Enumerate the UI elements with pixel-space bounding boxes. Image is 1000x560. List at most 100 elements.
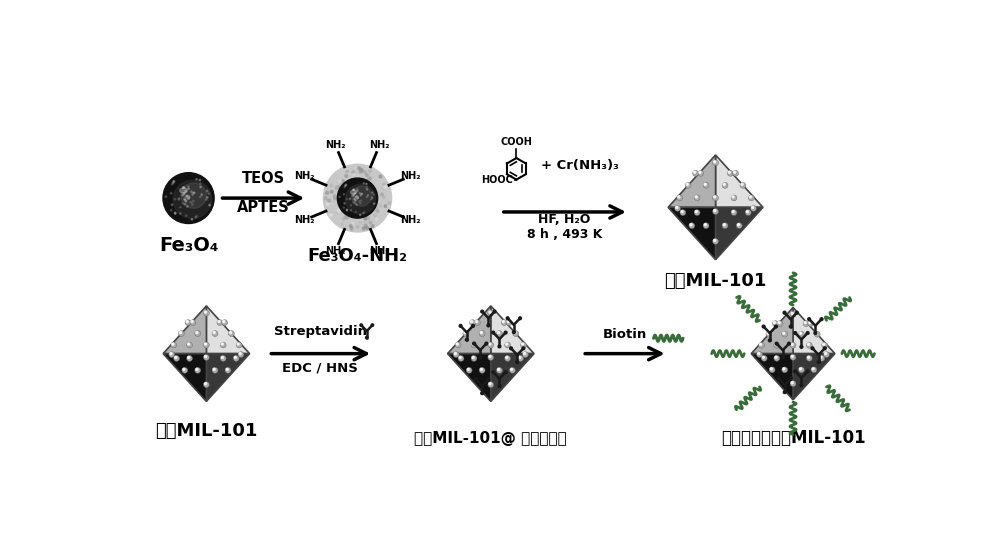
Circle shape [733, 170, 739, 176]
Circle shape [506, 317, 509, 320]
Circle shape [713, 195, 718, 201]
Circle shape [777, 321, 783, 326]
Circle shape [184, 192, 185, 194]
Circle shape [196, 368, 198, 370]
Circle shape [185, 320, 191, 325]
Circle shape [333, 183, 336, 186]
Polygon shape [491, 306, 534, 354]
Circle shape [518, 356, 524, 361]
Circle shape [782, 332, 788, 337]
Text: 磁性MIL-101: 磁性MIL-101 [155, 422, 258, 440]
Circle shape [777, 377, 780, 380]
Circle shape [489, 343, 491, 345]
Circle shape [354, 194, 355, 195]
Circle shape [330, 190, 333, 193]
Circle shape [774, 356, 780, 361]
Circle shape [523, 353, 526, 354]
Circle shape [366, 189, 368, 190]
Circle shape [808, 321, 814, 326]
Circle shape [349, 199, 350, 200]
Circle shape [171, 204, 173, 206]
Circle shape [188, 197, 190, 198]
Circle shape [788, 342, 790, 345]
Circle shape [357, 197, 358, 198]
Circle shape [497, 330, 502, 337]
Circle shape [505, 342, 511, 348]
Circle shape [762, 356, 764, 358]
Circle shape [178, 199, 180, 200]
Circle shape [185, 190, 187, 192]
Circle shape [479, 367, 485, 374]
Polygon shape [751, 307, 793, 354]
Circle shape [807, 343, 809, 346]
Circle shape [357, 198, 358, 199]
Circle shape [360, 203, 361, 204]
Circle shape [369, 221, 372, 224]
Circle shape [794, 332, 797, 334]
Circle shape [208, 193, 210, 194]
Circle shape [694, 209, 700, 216]
Circle shape [809, 321, 811, 324]
Circle shape [366, 337, 368, 339]
Circle shape [182, 367, 188, 374]
Circle shape [472, 324, 474, 327]
Circle shape [479, 356, 482, 359]
Circle shape [811, 347, 814, 349]
Circle shape [361, 169, 363, 172]
Circle shape [492, 371, 495, 374]
Circle shape [185, 197, 187, 198]
Circle shape [727, 170, 733, 176]
Circle shape [783, 391, 786, 394]
Circle shape [379, 204, 382, 207]
Circle shape [221, 343, 223, 345]
Circle shape [188, 198, 189, 199]
Circle shape [356, 204, 357, 206]
Circle shape [217, 320, 223, 325]
Circle shape [369, 170, 371, 172]
Circle shape [820, 356, 822, 358]
Circle shape [346, 217, 348, 219]
Circle shape [191, 218, 193, 220]
Circle shape [472, 343, 474, 345]
Circle shape [203, 342, 209, 348]
Circle shape [790, 311, 796, 318]
Circle shape [357, 190, 358, 192]
Circle shape [332, 202, 334, 205]
Circle shape [192, 204, 193, 205]
Circle shape [501, 320, 507, 325]
Circle shape [760, 343, 762, 346]
Circle shape [343, 207, 344, 208]
Circle shape [790, 342, 796, 348]
Circle shape [522, 343, 524, 345]
Circle shape [188, 188, 189, 189]
Circle shape [180, 207, 181, 208]
Circle shape [185, 199, 186, 201]
Circle shape [800, 346, 803, 348]
Circle shape [357, 197, 358, 198]
Circle shape [522, 352, 528, 357]
Circle shape [353, 174, 355, 176]
Circle shape [192, 200, 194, 202]
Circle shape [222, 320, 228, 325]
Circle shape [768, 339, 771, 342]
Circle shape [703, 183, 709, 188]
Circle shape [791, 312, 793, 314]
Circle shape [698, 170, 704, 176]
Circle shape [207, 197, 208, 198]
Circle shape [201, 194, 202, 195]
Text: 适配体修饰磁性MIL-101: 适配体修饰磁性MIL-101 [721, 430, 865, 447]
Circle shape [481, 310, 484, 313]
Circle shape [200, 196, 201, 198]
Circle shape [775, 343, 777, 346]
Circle shape [798, 367, 804, 373]
Circle shape [362, 227, 364, 230]
Circle shape [220, 356, 226, 361]
Circle shape [356, 196, 358, 197]
Polygon shape [491, 354, 534, 402]
Circle shape [790, 354, 796, 360]
Circle shape [497, 367, 502, 374]
Circle shape [807, 356, 809, 358]
Circle shape [352, 227, 355, 230]
Circle shape [353, 189, 354, 190]
Circle shape [360, 168, 362, 171]
